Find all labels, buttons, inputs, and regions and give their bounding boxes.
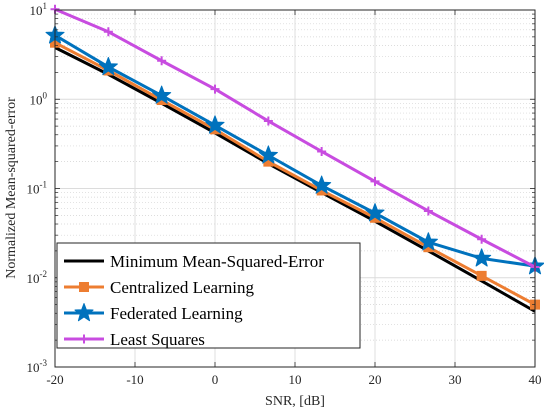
- data-point: [370, 176, 380, 186]
- legend-label: Minimum Mean-Squared-Error: [110, 252, 324, 271]
- data-point: [205, 115, 225, 134]
- y-tick-label: 101: [30, 1, 48, 18]
- data-point: [258, 145, 278, 164]
- series-line: [54, 7, 536, 269]
- data-point: [423, 206, 433, 216]
- x-tick-label: 40: [529, 372, 542, 387]
- legend-entry: Least Squares: [64, 330, 205, 349]
- x-tick-label: -10: [126, 372, 143, 387]
- y-axis-label: Normalized Mean-squared-error: [4, 97, 19, 279]
- x-tick-label: 30: [449, 372, 462, 387]
- series-least-squares: [50, 4, 540, 272]
- series-minimum-mean-squared-error: [54, 46, 536, 313]
- legend-marker: [79, 334, 89, 344]
- legend-label: Federated Learning: [110, 304, 243, 323]
- y-tick-label: 10-2: [27, 269, 48, 286]
- y-tick-labels: 10-3 10-2 10-1 100 101: [27, 1, 48, 375]
- y-tick-label: 100: [30, 90, 48, 107]
- data-point: [418, 232, 438, 251]
- data-point: [210, 84, 220, 94]
- series-layer: [45, 4, 544, 313]
- data-point: [365, 203, 385, 222]
- series-line: [54, 34, 536, 268]
- data-point: [157, 56, 167, 66]
- x-axis-label: SNR, [dB]: [265, 394, 325, 409]
- x-tick-label: 20: [369, 372, 382, 387]
- series-line: [54, 41, 536, 306]
- data-point: [312, 175, 332, 194]
- data-point: [263, 116, 273, 126]
- y-tick-label: 10-1: [27, 180, 48, 197]
- data-point: [103, 27, 113, 37]
- legend-marker: [74, 303, 94, 322]
- data-point: [98, 56, 118, 76]
- x-tick-label: 0: [212, 372, 219, 387]
- legend-marker: [79, 282, 89, 292]
- legend: Minimum Mean-Squared-Error Centralized Le…: [56, 242, 361, 349]
- x-tick-label: -20: [46, 372, 63, 387]
- legend-entry: Federated Learning: [64, 303, 243, 323]
- legend-box: [56, 242, 361, 349]
- legend-entry: Minimum Mean-Squared-Error: [64, 252, 324, 271]
- data-point: [317, 146, 327, 156]
- x-tick-labels: -20 -10 0 10 20 30 40: [46, 372, 541, 387]
- series-line: [54, 46, 536, 313]
- legend-entry: Centralized Learning: [64, 278, 254, 297]
- legend-label: Least Squares: [110, 330, 205, 349]
- data-point: [476, 270, 487, 281]
- data-point: [477, 234, 487, 244]
- data-point: [152, 85, 172, 104]
- data-point: [472, 248, 492, 267]
- y-tick-label: 10-3: [27, 358, 48, 375]
- ticks-layer: [54, 9, 536, 368]
- x-tick-label: 10: [289, 372, 302, 387]
- legend-label: Centralized Learning: [110, 278, 254, 297]
